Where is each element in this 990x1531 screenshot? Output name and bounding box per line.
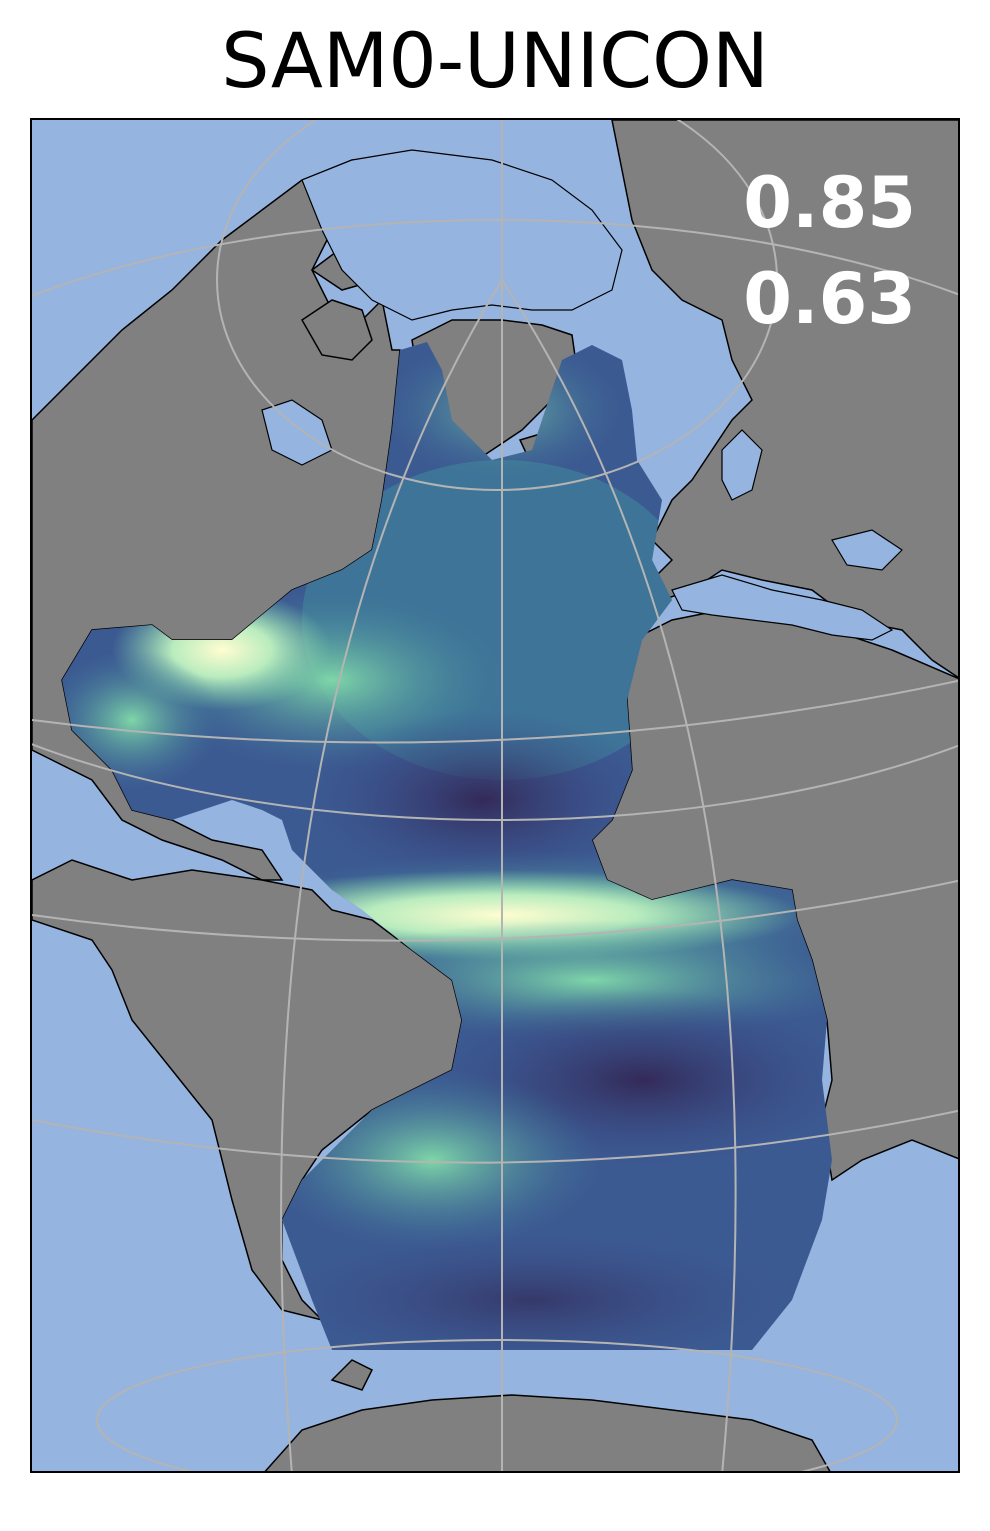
arctic-ocean (301, 149, 623, 321)
map-canvas (32, 120, 958, 1471)
inland-seas (261, 149, 903, 641)
arctic-islands (301, 299, 373, 361)
black-sea (831, 529, 903, 571)
antarctica (264, 1394, 831, 1471)
stat-value-2: 0.63 (743, 258, 916, 340)
stat-value-1: 0.85 (743, 162, 916, 244)
map-panel: 0.85 0.63 (30, 118, 960, 1473)
graticule (32, 120, 958, 1471)
map-title: SAM0-UNICON (221, 16, 769, 105)
mediterranean (671, 574, 894, 641)
baltic-sea (721, 429, 763, 501)
